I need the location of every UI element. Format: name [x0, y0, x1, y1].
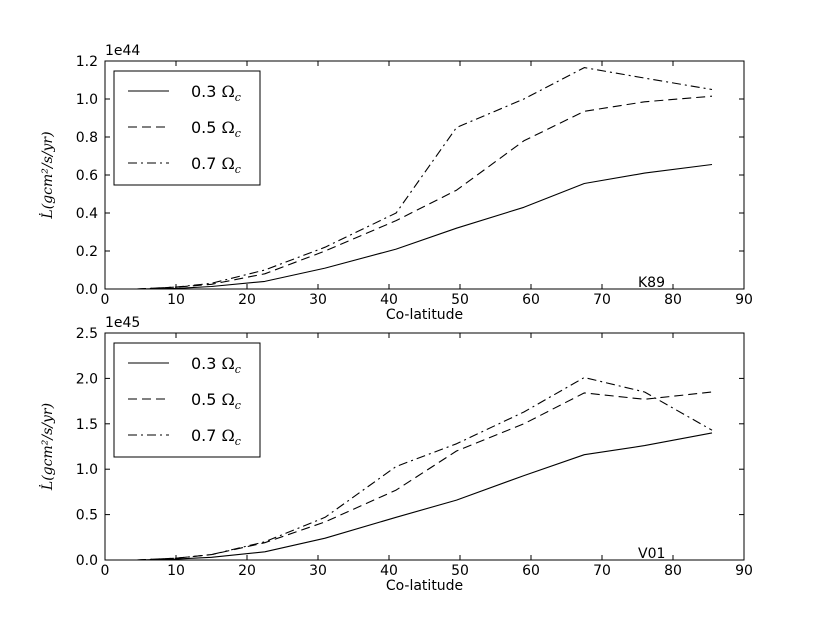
y-tick-label: 2.0	[76, 371, 98, 387]
x-tick-label: 40	[380, 563, 398, 579]
x-tick-label: 20	[238, 563, 256, 579]
y-tick-label: 0.5	[76, 508, 98, 524]
axes-frame	[104, 332, 745, 561]
y-tick-label: 0.2	[76, 244, 98, 260]
x-tick-label: 10	[167, 563, 185, 579]
panel-bottom: 0 10 20 30 40 50 60 70 80 90 0.0 0.5 1.0 1.5 2.0 2.5 1e4…	[38, 315, 752, 594]
offset-text: 1e44	[105, 43, 140, 59]
y-tick-label: 1.5	[76, 417, 98, 433]
x-tick-label: 40	[380, 292, 398, 308]
panel-label: K89	[638, 275, 665, 291]
x-tick-label: 80	[664, 563, 682, 579]
legend-entry: 0.5 Ωc	[191, 118, 241, 140]
x-axis-label: Co-latitude	[386, 578, 463, 594]
x-tick-label: 30	[309, 563, 327, 579]
x-tick-label: 70	[593, 563, 611, 579]
y-axis-label: L̇(gcm²/s/yr)	[38, 403, 56, 491]
series-line-0.7	[136, 376, 713, 561]
x-tick-label: 20	[238, 292, 256, 308]
offset-text: 1e45	[105, 315, 140, 331]
series-line-0.5	[136, 95, 713, 290]
y-tick-label: 0.4	[76, 206, 98, 222]
x-tick-label: 90	[735, 292, 753, 308]
y-tick-label: 0.6	[76, 168, 98, 184]
x-tick-label: 60	[522, 563, 540, 579]
panel-top: 0 10 20 30 40 50 60 70 80 90 0.0 0.2 0.4 0.6 0.8 1.0 1.2…	[38, 43, 752, 323]
x-tick-label: 70	[593, 292, 611, 308]
series-line-0.3	[136, 163, 713, 290]
y-tick-label: 0.0	[76, 553, 98, 569]
x-tick-label: 10	[167, 292, 185, 308]
y-tick-label: 0.8	[76, 130, 98, 146]
x-tick-label: 30	[309, 292, 327, 308]
y-tick-label: 0.0	[76, 282, 98, 298]
x-tick-label: 90	[735, 563, 753, 579]
series-line-0.7	[136, 67, 713, 290]
legend-entry: 0.7 Ωc	[191, 426, 241, 448]
legend-entry: 0.3 Ωc	[191, 354, 241, 376]
panel-label: V01	[638, 546, 665, 562]
y-tick-label: 1.2	[76, 54, 98, 70]
x-tick-label: 0	[101, 292, 110, 308]
y-tick-label: 2.5	[76, 326, 98, 342]
legend-entry: 0.7 Ωc	[191, 154, 241, 176]
legend-box	[113, 342, 261, 458]
y-axis-label: L̇(gcm²/s/yr)	[38, 131, 56, 219]
x-tick-label: 50	[451, 292, 469, 308]
legend: 0.3 Ωc 0.5 Ωc 0.7 Ωc	[113, 342, 261, 458]
legend: 0.3 Ωc 0.5 Ωc 0.7 Ωc	[113, 70, 261, 186]
legend-entry: 0.3 Ωc	[191, 82, 241, 104]
series-line-0.3	[136, 432, 713, 561]
legend-box	[113, 70, 261, 186]
x-tick-label: 60	[522, 292, 540, 308]
x-tick-label: 50	[451, 563, 469, 579]
x-tick-label: 80	[664, 292, 682, 308]
x-tick-label: 0	[101, 563, 110, 579]
legend-entry: 0.5 Ωc	[191, 390, 241, 412]
y-tick-label: 1.0	[76, 462, 98, 478]
x-axis-label: Co-latitude	[386, 307, 463, 323]
y-tick-label: 1.0	[76, 92, 98, 108]
